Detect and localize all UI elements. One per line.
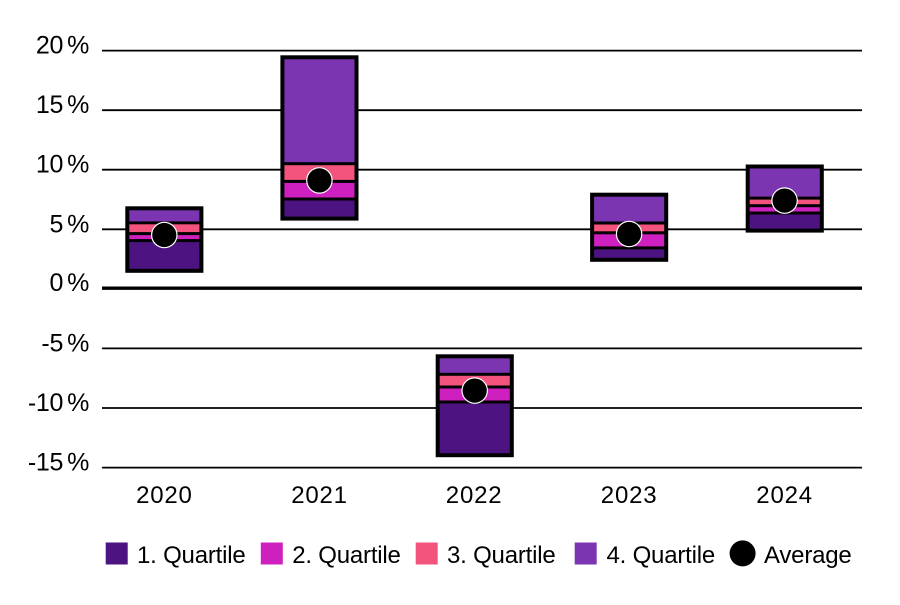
svg-text:2021: 2021 — [291, 482, 348, 509]
svg-text:0%: 0% — [49, 269, 89, 297]
svg-text:2020: 2020 — [136, 482, 193, 509]
svg-text:20%: 20% — [36, 32, 89, 60]
svg-text:-15%: -15% — [28, 449, 89, 477]
svg-text:1. Quartile: 1. Quartile — [137, 542, 246, 569]
svg-text:-5%: -5% — [41, 329, 89, 357]
svg-text:2023: 2023 — [601, 482, 658, 509]
svg-text:2024: 2024 — [756, 482, 813, 509]
svg-text:2022: 2022 — [446, 482, 503, 509]
svg-text:4. Quartile: 4. Quartile — [607, 542, 716, 569]
svg-text:10%: 10% — [36, 151, 89, 179]
svg-text:3. Quartile: 3. Quartile — [447, 542, 556, 569]
svg-text:-10%: -10% — [28, 389, 89, 417]
svg-text:2. Quartile: 2. Quartile — [292, 542, 401, 569]
svg-text:Average: Average — [764, 542, 852, 569]
svg-text:5%: 5% — [49, 210, 89, 238]
svg-text:15%: 15% — [36, 91, 89, 119]
